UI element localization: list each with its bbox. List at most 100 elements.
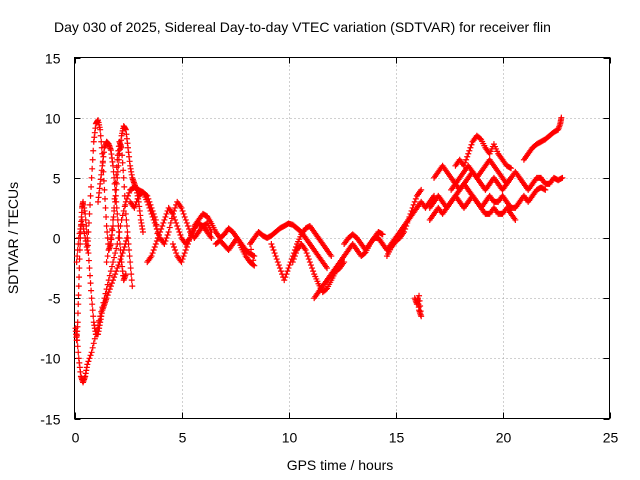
data-point-interp xyxy=(85,250,92,257)
data-point-interp xyxy=(183,244,190,251)
data-point-interp xyxy=(111,274,118,281)
data-point-interp xyxy=(147,207,154,214)
x-tick-label: 5 xyxy=(179,430,187,446)
y-tick-label: 15 xyxy=(45,51,61,67)
data-point xyxy=(74,319,81,326)
data-point-interp xyxy=(270,247,277,254)
data-point xyxy=(401,228,408,235)
data-point xyxy=(328,253,335,260)
data-point xyxy=(208,235,215,241)
data-point-interp xyxy=(417,302,424,309)
data-point xyxy=(114,210,121,217)
data-point-interp xyxy=(271,250,278,257)
data-point-interp xyxy=(172,247,179,254)
data-point-interp xyxy=(154,235,161,241)
data-point-interp xyxy=(378,230,385,237)
data-point-interp xyxy=(85,257,92,264)
data-point-interp xyxy=(106,241,113,248)
data-point-interp xyxy=(185,238,192,245)
data-point xyxy=(187,235,194,241)
data-point-interp xyxy=(412,195,419,202)
data-point-interp xyxy=(97,132,104,139)
data-point-interp xyxy=(90,340,97,347)
data-point-interp xyxy=(87,201,94,208)
data-point-interp xyxy=(85,358,92,365)
data-point xyxy=(409,204,416,211)
data-point-interp xyxy=(123,216,130,223)
data-point-interp xyxy=(103,213,110,220)
data-point-interp xyxy=(90,313,97,320)
data-point-interp xyxy=(120,207,127,214)
data-point-interp xyxy=(322,286,329,293)
data-point xyxy=(161,216,168,223)
data-point-interp xyxy=(164,231,171,238)
data-point xyxy=(272,253,279,260)
data-point-interp xyxy=(115,156,122,163)
x-tick-label: 25 xyxy=(603,430,619,446)
data-point xyxy=(508,174,515,181)
data-point-interp xyxy=(75,349,82,356)
data-point xyxy=(302,247,309,254)
data-point-interp xyxy=(123,238,130,245)
data-point-interp xyxy=(181,250,188,257)
data-point xyxy=(103,259,110,266)
data-point-interp xyxy=(88,287,95,294)
data-point-interp xyxy=(291,253,298,260)
data-point xyxy=(112,271,119,278)
data-point-interp xyxy=(309,265,316,272)
data-point-interp xyxy=(290,256,297,263)
data-point-interp xyxy=(101,195,108,202)
data-point-interp xyxy=(284,268,291,275)
data-point-interp xyxy=(87,352,94,359)
data-point-interp xyxy=(163,235,170,241)
data-point-interp xyxy=(128,277,135,284)
data-point-interp xyxy=(467,144,474,151)
y-tick-label: 5 xyxy=(53,171,61,187)
data-point xyxy=(125,235,131,241)
data-point xyxy=(182,216,189,223)
data-point xyxy=(92,331,99,338)
y-tick-label: -5 xyxy=(48,291,61,307)
data-point xyxy=(306,259,313,266)
data-point xyxy=(285,265,292,272)
data-point-interp xyxy=(111,207,118,214)
data-point-interp xyxy=(108,280,115,287)
data-point-interp xyxy=(153,238,160,245)
data-point-interp xyxy=(248,246,255,253)
data-point-interp xyxy=(181,213,188,220)
y-tick-label: -10 xyxy=(40,351,60,367)
data-point-interp xyxy=(79,221,86,228)
data-point-interp xyxy=(307,262,314,269)
data-point xyxy=(165,228,172,235)
data-point-interp xyxy=(189,228,196,235)
data-point xyxy=(182,247,189,254)
data-point-interp xyxy=(466,147,473,154)
data-point-interp xyxy=(89,165,96,172)
data-point-interp xyxy=(124,228,131,235)
data-point xyxy=(559,174,566,181)
data-point-interp xyxy=(125,241,132,248)
data-point-interp xyxy=(149,213,156,220)
data-point-interp xyxy=(113,245,120,252)
data-point-interp xyxy=(118,253,125,260)
data-point-interp xyxy=(113,180,120,187)
data-point-interp xyxy=(75,292,82,299)
data-point-interp xyxy=(167,219,174,226)
data-point-interp xyxy=(146,204,153,211)
data-point-interp xyxy=(126,253,133,260)
data-point-interp xyxy=(134,195,141,202)
data-point-interp xyxy=(160,219,167,226)
data-point xyxy=(418,313,425,320)
data-point-interp xyxy=(80,225,87,232)
data-point-interp xyxy=(126,247,133,254)
data-point xyxy=(73,331,80,338)
data-point-interp xyxy=(102,290,109,297)
data-point-interp xyxy=(123,222,130,229)
data-point-interp xyxy=(93,326,100,333)
data-point-interp xyxy=(183,219,190,226)
data-point xyxy=(88,295,95,302)
data-point-interp xyxy=(541,186,548,193)
data-point-interp xyxy=(110,216,117,223)
data-point-interp xyxy=(104,253,111,260)
